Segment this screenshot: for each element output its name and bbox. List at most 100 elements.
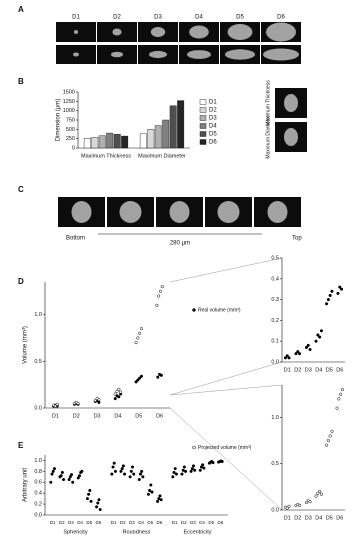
point [138, 376, 142, 380]
point [132, 472, 136, 476]
photo-object [149, 50, 167, 59]
y-tick-label: 0.2 [271, 318, 279, 324]
bar [98, 135, 106, 149]
point [71, 480, 75, 484]
point [174, 472, 178, 476]
point [150, 490, 154, 494]
photo-object [227, 24, 253, 40]
point [134, 341, 138, 345]
x-tick-label: D2 [294, 367, 301, 373]
x-tick-label: D6 [156, 520, 162, 525]
point [298, 352, 302, 356]
point [304, 501, 309, 505]
y-tick-label: 0.5 [34, 359, 42, 365]
point [306, 343, 310, 347]
legend-marker [192, 445, 196, 450]
x-tick-label: D5 [326, 367, 333, 373]
point [88, 488, 92, 493]
column-label: D2 [113, 15, 121, 21]
y-tick-label: 0.5 [271, 255, 279, 261]
point [339, 392, 343, 396]
y-tick-label: 0.5 [271, 461, 279, 467]
photo-object [111, 51, 123, 58]
x-tick-label: D4 [315, 515, 322, 521]
point [326, 439, 330, 443]
x-tick-label: D3 [190, 520, 196, 525]
y-tick-label: 1.0 [271, 415, 279, 421]
point [193, 468, 197, 472]
x-tick-label: D6 [217, 520, 223, 525]
column-label: D6 [277, 15, 285, 21]
legend-label: D2 [209, 108, 217, 114]
x-tick-label: D5 [326, 515, 333, 521]
x-tick-label: D5 [86, 520, 92, 525]
bar [121, 135, 129, 149]
point [76, 401, 80, 405]
legend-swatch [199, 131, 207, 137]
point [335, 406, 339, 410]
point [117, 387, 121, 391]
bar [162, 119, 170, 149]
group-label: Sphericity [63, 529, 87, 535]
point [128, 475, 132, 479]
point [120, 467, 124, 471]
panel-label: C [18, 185, 24, 194]
point [87, 492, 91, 496]
photo-object [225, 49, 255, 60]
point [129, 469, 133, 473]
photo-object [284, 94, 298, 112]
column-label: D4 [195, 15, 203, 21]
x-tick-label: D2 [294, 515, 301, 521]
x-tick-label: D1 [52, 413, 59, 419]
column-label: D5 [236, 15, 244, 21]
point [110, 472, 114, 476]
y-tick-label: 0.1 [271, 339, 279, 345]
point [172, 470, 176, 475]
point [53, 404, 57, 408]
legend-label: D4 [209, 124, 217, 130]
x-tick-label: D6 [95, 520, 101, 525]
point [85, 497, 89, 501]
photo-object [284, 128, 298, 146]
photo-object [189, 25, 209, 39]
point [201, 463, 205, 467]
bar [113, 133, 121, 149]
x-tick-label: D1 [284, 515, 291, 521]
point [139, 327, 143, 331]
y-tick-label: 0 [72, 145, 75, 151]
y-tick-label: 0.4 [34, 491, 42, 497]
x-tick-label: D1 [111, 520, 117, 525]
slice-label: Bottom [66, 236, 85, 242]
legend-swatch [199, 115, 207, 121]
y-tick-label: 0.0 [34, 512, 42, 518]
bar [147, 129, 155, 149]
point [325, 302, 329, 306]
x-tick-label: D5 [135, 413, 142, 419]
y-tick-label: 0.8 [34, 469, 42, 475]
point [55, 402, 59, 406]
y-tick-label: 0.2 [34, 502, 42, 508]
point [314, 494, 318, 498]
point [158, 494, 162, 498]
point [52, 467, 56, 471]
point [113, 469, 117, 473]
point [287, 356, 291, 360]
x-tick-label: D6 [156, 413, 163, 419]
legend-swatch [199, 99, 207, 105]
point [158, 289, 163, 293]
point [285, 506, 289, 510]
bar [91, 136, 99, 149]
y-tick-label: 0.0 [271, 359, 279, 365]
y-tick-label: 500 [66, 127, 75, 133]
image-label: Maximum Diameter [265, 115, 271, 159]
point [285, 354, 289, 358]
photo-object [73, 52, 79, 57]
y-tick-label: 1.0 [34, 312, 42, 318]
point [319, 492, 324, 496]
point [134, 380, 138, 384]
y-tick-label: 0.4 [271, 276, 279, 282]
point [308, 500, 312, 504]
point [338, 285, 342, 289]
point [318, 335, 322, 339]
